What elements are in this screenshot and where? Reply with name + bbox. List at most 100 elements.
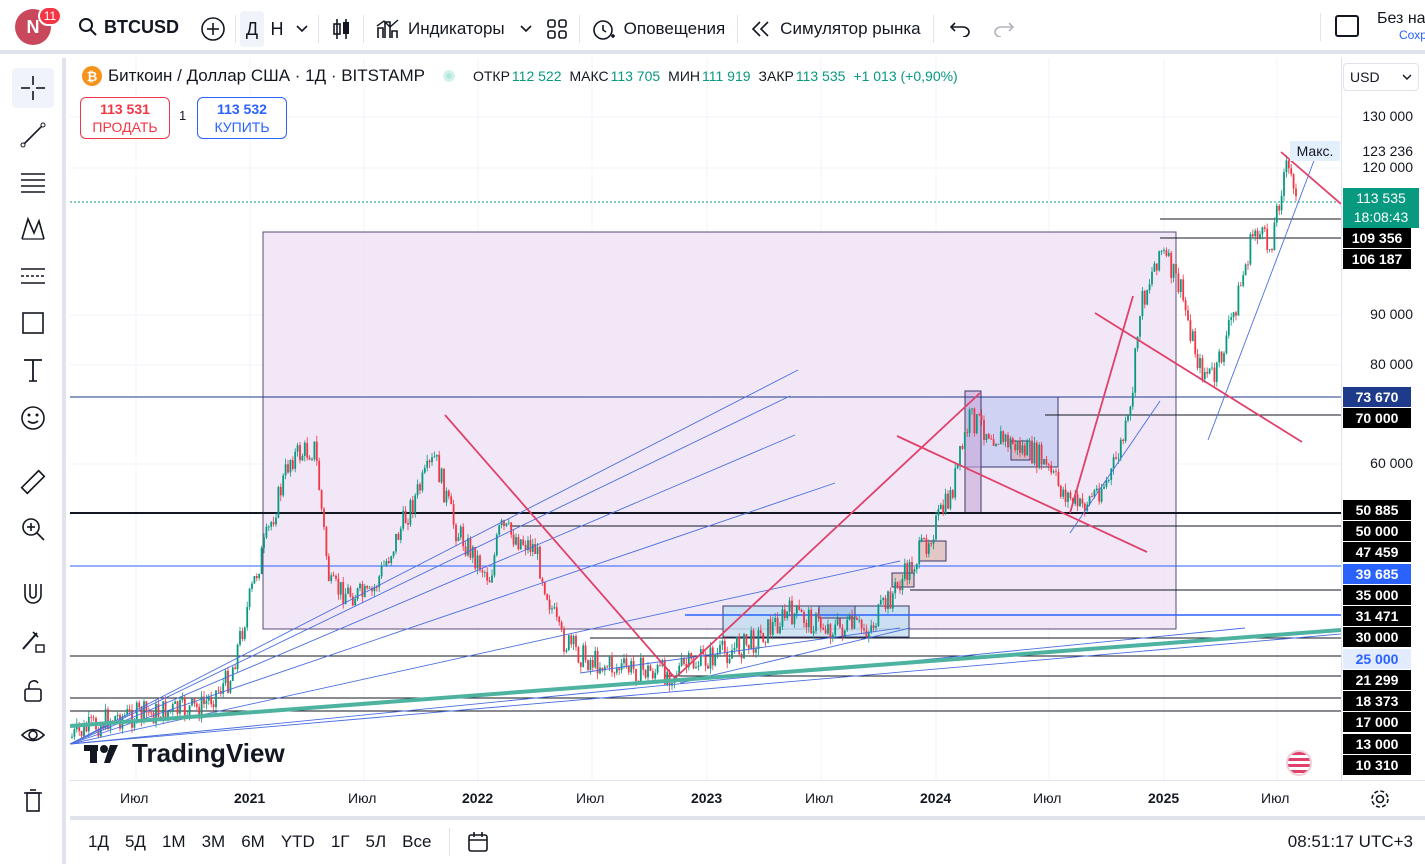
- candle-body: [464, 546, 467, 556]
- candle-body: [632, 660, 635, 669]
- interval-day-button[interactable]: Д: [240, 11, 264, 47]
- candle-body: [517, 537, 520, 550]
- goto-date-button[interactable]: [460, 824, 496, 860]
- candle-body: [791, 600, 793, 625]
- candle-body: [990, 438, 993, 440]
- candle-body: [591, 660, 594, 668]
- candle-body: [1247, 264, 1249, 266]
- magnet-tool[interactable]: [12, 574, 54, 614]
- fullscreen-toggle[interactable]: [1335, 15, 1359, 37]
- candle-body: [471, 546, 474, 558]
- candle-body: [467, 538, 469, 556]
- zoom-tool[interactable]: [12, 509, 54, 549]
- price-scale[interactable]: 130 000 120 000 90 000 80 000 60 000 123 236 1…: [1286, 58, 1425, 780]
- range-button[interactable]: Все: [402, 832, 432, 851]
- candle-body: [435, 454, 438, 457]
- candle-body: [200, 696, 203, 719]
- range-button[interactable]: 1Д: [88, 832, 109, 851]
- candle-body: [1182, 279, 1185, 301]
- candle-body: [289, 460, 292, 473]
- range-button[interactable]: 1М: [161, 832, 186, 851]
- candle-body: [810, 609, 813, 634]
- legend-title[interactable]: Биткоин / Доллар США · 1Д · BITSTAMP: [108, 66, 425, 85]
- indicators-button[interactable]: Индикаторы: [368, 9, 513, 49]
- alerts-button[interactable]: Оповещения: [584, 9, 734, 49]
- candle-body: [167, 711, 169, 721]
- measure-tool[interactable]: [12, 462, 54, 502]
- pattern-tool[interactable]: [12, 209, 54, 249]
- candle-body: [666, 672, 669, 685]
- candle-body: [344, 593, 347, 605]
- candle-body: [255, 575, 258, 579]
- range-button[interactable]: 6М: [241, 832, 265, 851]
- hide-drawings-tool[interactable]: [12, 716, 54, 756]
- candle-body: [584, 645, 587, 661]
- candle-body: [639, 657, 642, 683]
- keep-drawing-tool[interactable]: [12, 621, 54, 661]
- chart-type-button[interactable]: [323, 11, 359, 47]
- candle-body: [983, 419, 985, 441]
- sell-button[interactable]: 113 531 ПРОДАТЬ: [80, 97, 170, 139]
- undo-button[interactable]: [938, 11, 982, 47]
- candle-body: [872, 625, 875, 628]
- candle-body: [445, 490, 448, 503]
- shapes-tool[interactable]: [12, 303, 54, 343]
- candle-body: [968, 409, 971, 433]
- trendline-tool[interactable]: [12, 115, 54, 155]
- clock-timezone[interactable]: 08:51:17 UTC+3: [1287, 832, 1413, 851]
- range-button[interactable]: YTD: [280, 832, 315, 851]
- time-scale[interactable]: Июл 2021 Июл 2022 Июл 2023 Июл 2024 Июл 2025 Июл: [70, 780, 1425, 816]
- candle-body: [335, 575, 337, 579]
- candle-body: [404, 510, 407, 524]
- candle-body: [85, 724, 88, 732]
- emoji-tool[interactable]: [12, 398, 54, 438]
- remove-drawings-tool[interactable]: [12, 780, 54, 820]
- fib-retracement-icon: [21, 173, 45, 193]
- market-status-icon[interactable]: [442, 70, 455, 82]
- candle-body: [267, 526, 270, 528]
- candle-body: [524, 544, 527, 551]
- candle-body: [884, 598, 887, 609]
- candle-body: [263, 537, 265, 549]
- redo-button[interactable]: [982, 11, 1026, 47]
- replay-button[interactable]: Симулятор рынка: [742, 9, 928, 49]
- range-button[interactable]: 5Д: [124, 832, 146, 851]
- range-button[interactable]: 3М: [201, 832, 226, 851]
- candle-body: [1095, 488, 1098, 491]
- tradingview-watermark[interactable]: TradingView: [84, 738, 285, 769]
- candle-body: [649, 665, 652, 671]
- candle-body: [205, 700, 208, 704]
- candle-body: [822, 627, 825, 630]
- time-axis-settings-button[interactable]: [1369, 788, 1391, 810]
- buy-button[interactable]: 113 532 КУПИТЬ: [197, 97, 287, 139]
- layout-name-button[interactable]: Без на Сохр: [1377, 10, 1425, 42]
- lock-drawings-tool[interactable]: [12, 670, 54, 710]
- range-button[interactable]: 1Г: [330, 832, 350, 851]
- order-quantity[interactable]: 1: [179, 108, 187, 123]
- compare-symbol-button[interactable]: [195, 11, 231, 47]
- range-box: [918, 540, 947, 562]
- chart-canvas[interactable]: [70, 58, 1341, 780]
- layouts-button[interactable]: [539, 11, 575, 47]
- candle-body: [500, 520, 503, 526]
- candle-body: [939, 504, 942, 510]
- candle-body: [973, 408, 976, 434]
- crosshair-tool[interactable]: [12, 68, 54, 108]
- candle-body: [687, 653, 690, 668]
- low-value: 111 919: [702, 68, 751, 84]
- range-button[interactable]: 5Л: [365, 832, 387, 851]
- currency-selector[interactable]: USD: [1343, 63, 1419, 91]
- candle-body: [308, 457, 311, 460]
- us-flag-icon[interactable]: [1286, 750, 1312, 776]
- symbol-search[interactable]: BTCUSD: [78, 7, 179, 47]
- price-chart[interactable]: [70, 58, 1341, 780]
- candle-body: [894, 582, 897, 594]
- text-tool[interactable]: [12, 350, 54, 390]
- interval-week-button[interactable]: Н: [270, 18, 284, 39]
- interval-dropdown[interactable]: [290, 11, 314, 47]
- candle-body: [371, 587, 373, 592]
- projection-tool[interactable]: [12, 256, 54, 296]
- indicators-dropdown[interactable]: [513, 11, 539, 47]
- fib-tool[interactable]: [12, 162, 54, 202]
- candle-body: [1045, 459, 1048, 465]
